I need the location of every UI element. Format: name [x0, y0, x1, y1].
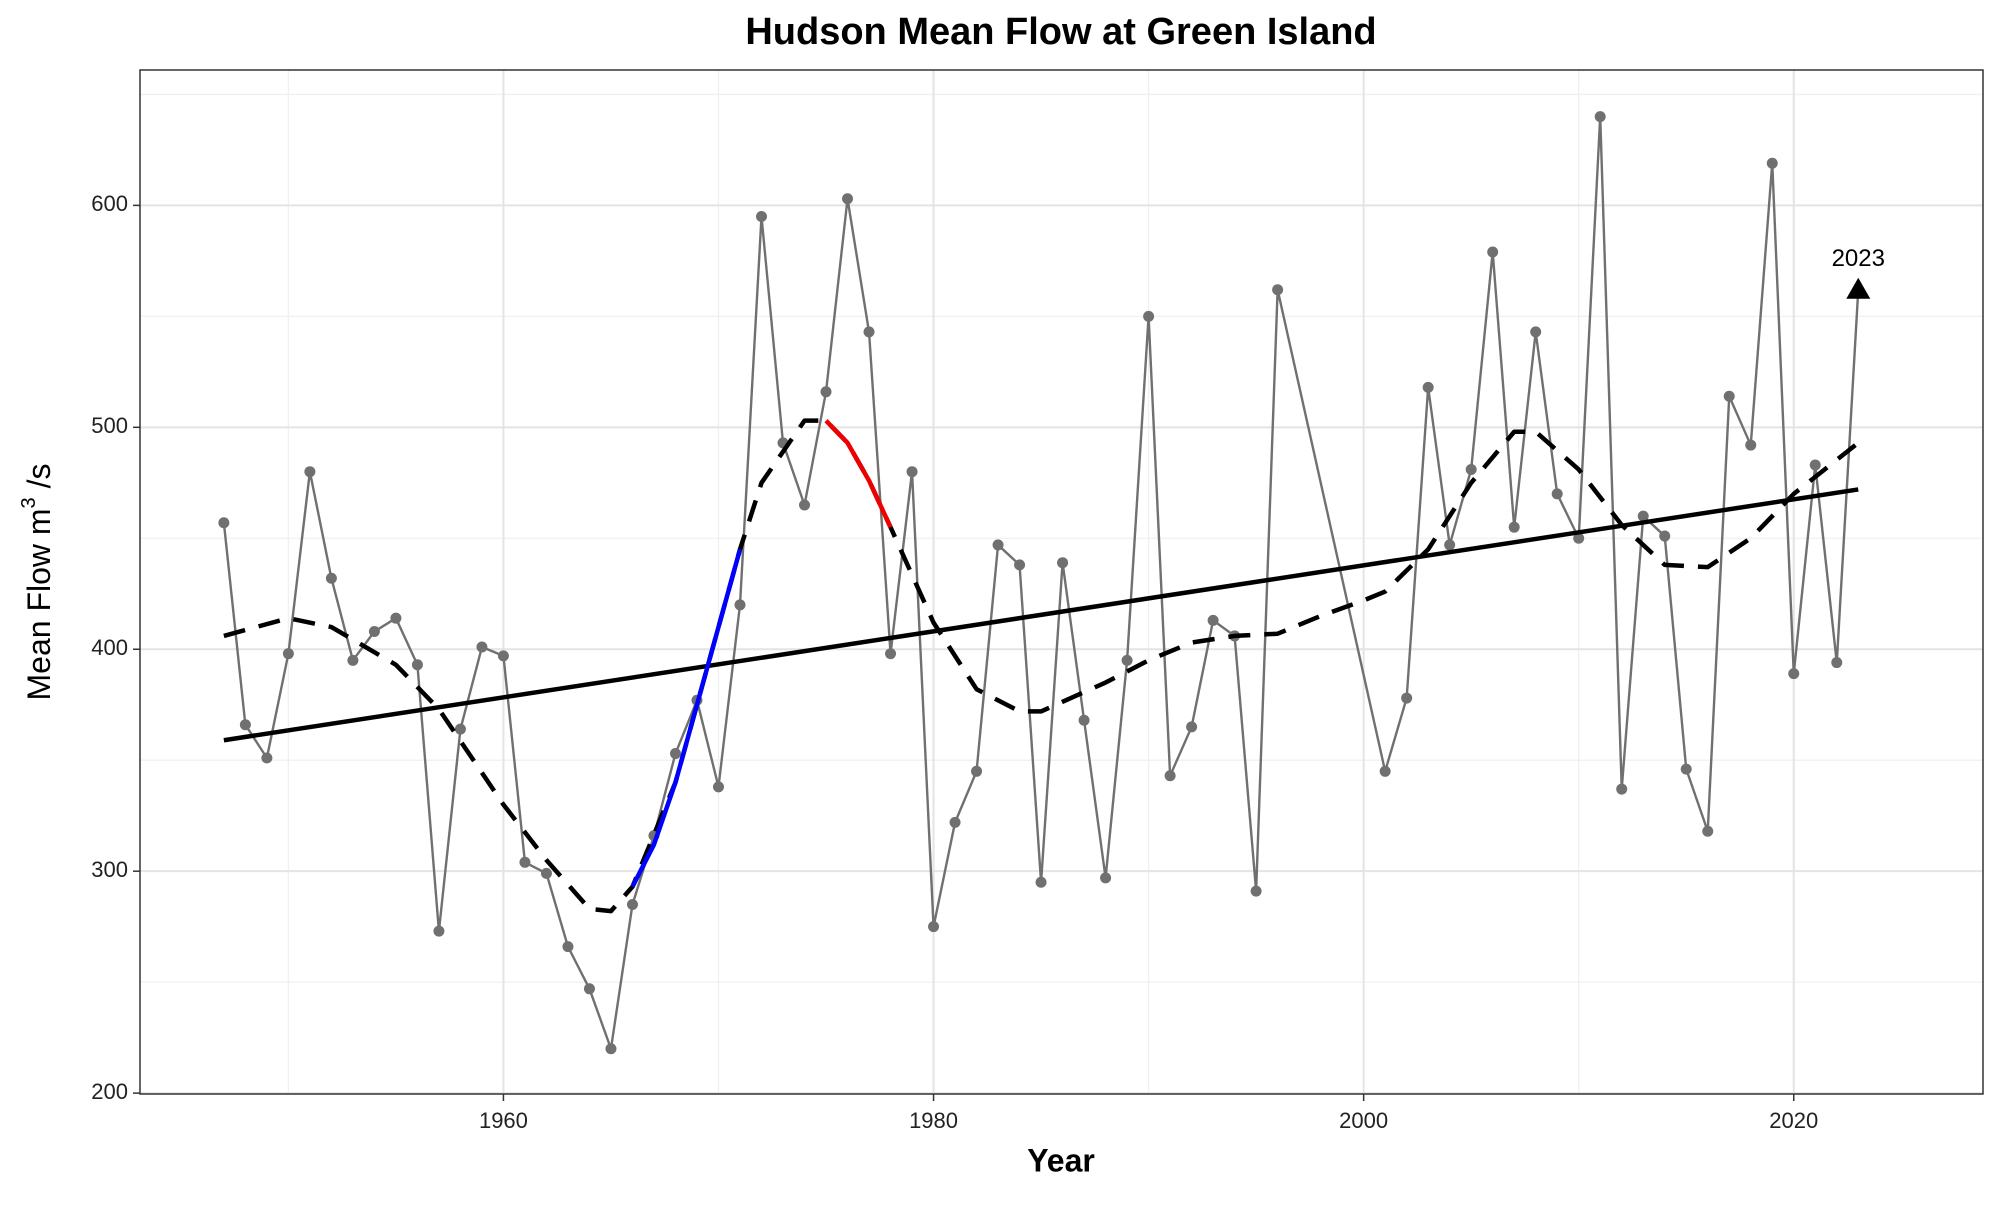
series-line: [824, 419, 893, 529]
data-point: [734, 599, 746, 611]
data-point: [928, 921, 940, 933]
data-point: [325, 572, 337, 584]
data-point: [863, 326, 875, 338]
data-point: [1680, 763, 1692, 775]
series-line: [630, 548, 743, 888]
data-point: [1788, 668, 1800, 680]
y-tick-label: 300: [91, 857, 128, 882]
data-point: [1014, 559, 1026, 571]
data-point: [1616, 783, 1628, 795]
data-point: [669, 748, 681, 760]
data-point: [1444, 539, 1456, 551]
data-point: [1422, 381, 1434, 393]
data-point: [1035, 876, 1047, 888]
data-point: [540, 867, 552, 879]
data-point: [971, 765, 983, 777]
data-point: [1702, 825, 1714, 837]
plot-border: [139, 69, 1984, 1095]
data-point: [799, 499, 811, 511]
x-tick-label: 2000: [1339, 1108, 1388, 1133]
data-point: [497, 650, 509, 662]
data-point: [390, 612, 402, 624]
data-point: [1100, 872, 1112, 884]
data-point: [1078, 714, 1090, 726]
data-point: [1057, 557, 1069, 569]
data-point: [626, 898, 638, 910]
data-point: [1637, 510, 1649, 522]
data-point: [842, 193, 854, 205]
data-point: [282, 648, 294, 660]
data-point: [756, 210, 768, 222]
data-point: [906, 466, 918, 478]
series-line: [223, 418, 1860, 914]
data-point: [992, 539, 1004, 551]
data-point: [1487, 246, 1499, 258]
data-point: [1250, 885, 1262, 897]
data-point: [476, 641, 488, 653]
y-tick-label: 600: [91, 191, 128, 216]
data-point: [1766, 157, 1778, 169]
data-point: [218, 517, 230, 529]
data-point: [1659, 530, 1671, 542]
data-point: [368, 625, 380, 637]
data-point: [1573, 532, 1585, 544]
y-tick-label: 200: [91, 1079, 128, 1104]
data-point: [239, 719, 251, 731]
data-point: [411, 659, 423, 671]
data-point: [1207, 614, 1219, 626]
data-point: [1121, 654, 1133, 666]
data-point: [712, 781, 724, 793]
series-line: [223, 487, 1859, 743]
data-point: [1401, 692, 1413, 704]
x-axis-title: Year: [1027, 1142, 1095, 1178]
data-point: [1186, 721, 1198, 733]
data-point: [1379, 765, 1391, 777]
x-tick-label: 1960: [479, 1108, 528, 1133]
data-point: [1831, 657, 1843, 669]
data-point: [304, 466, 316, 478]
chart-title: Hudson Mean Flow at Green Island: [745, 11, 1376, 53]
data-point: [1809, 459, 1821, 471]
y-axis-title: Mean Flow m3 /s: [18, 464, 57, 701]
data-point: [949, 816, 961, 828]
data-point: [519, 856, 531, 868]
data-point: [820, 386, 832, 398]
data-point: [454, 723, 466, 735]
x-tick-label: 1980: [909, 1108, 958, 1133]
data-point: [433, 925, 445, 937]
data-point: [583, 983, 595, 995]
annotation-marker: [1846, 277, 1871, 299]
data-point: [261, 752, 273, 764]
data-point: [1164, 770, 1176, 782]
y-tick-label: 400: [91, 635, 128, 660]
data-point: [605, 1043, 617, 1055]
data-point: [347, 654, 359, 666]
y-axis-title-sup: 3: [18, 497, 40, 508]
y-axis-title-main: Mean Flow m: [21, 508, 57, 700]
data-point: [885, 648, 897, 660]
data-point: [1745, 439, 1757, 451]
annotation-label: 2023: [1832, 245, 1885, 272]
data-point: [1143, 310, 1155, 322]
data-point: [1272, 284, 1284, 296]
data-point: [1465, 463, 1477, 475]
data-point: [1723, 390, 1735, 402]
data-point: [1530, 326, 1542, 338]
y-axis-title-unit: /s: [21, 464, 57, 498]
data-point: [562, 941, 574, 953]
data-point: [1508, 521, 1520, 533]
data-point: [1594, 111, 1606, 123]
y-tick-label: 500: [91, 413, 128, 438]
x-tick-label: 2020: [1769, 1108, 1818, 1133]
data-point: [1551, 488, 1563, 500]
